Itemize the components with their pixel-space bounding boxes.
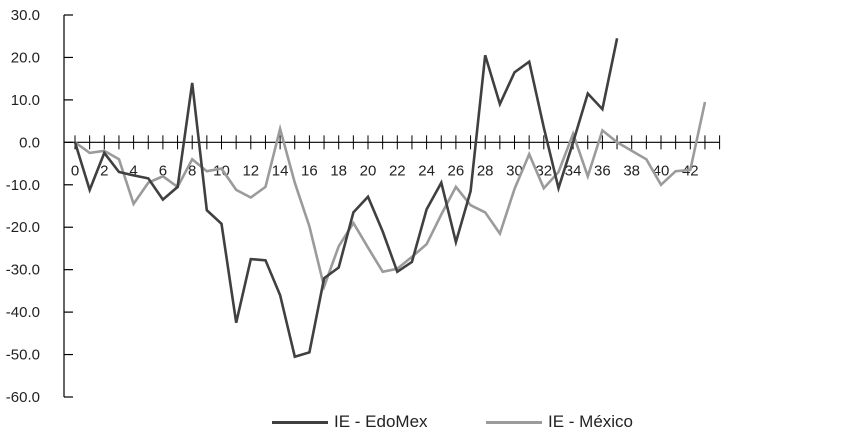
line-chart: 30.0 20.0 10.0 0.0 -10.0 -20.0 -30.0 -40.0 -50.0… bbox=[6, 7, 721, 405]
x-tick-label: 26 bbox=[448, 162, 465, 179]
x-tick-label: 38 bbox=[623, 162, 640, 179]
y-tick-label: -60.0 bbox=[6, 389, 40, 405]
y-tick-label: -50.0 bbox=[6, 347, 40, 364]
series-line-edomex bbox=[73, 38, 619, 359]
x-tick-label: 30 bbox=[506, 162, 523, 179]
y-tick-label: -30.0 bbox=[6, 262, 40, 279]
y-tick-label: -10.0 bbox=[6, 177, 40, 194]
legend-swatch-edomex bbox=[272, 420, 328, 424]
x-tick-label: 0 bbox=[71, 162, 79, 179]
y-tick-label: 30.0 bbox=[11, 7, 40, 24]
x-tick-label: 16 bbox=[301, 162, 318, 179]
y-tick-label: -40.0 bbox=[6, 304, 40, 321]
legend-item-edomex: IE - EdoMex bbox=[272, 412, 428, 432]
x-tick-label: 8 bbox=[188, 162, 196, 179]
legend-item-mexico: IE - México bbox=[486, 412, 633, 432]
x-tick-label: 24 bbox=[418, 162, 435, 179]
x-tick-label: 28 bbox=[477, 162, 494, 179]
x-tick-label: 36 bbox=[594, 162, 611, 179]
y-axis: 30.0 20.0 10.0 0.0 -10.0 -20.0 -30.0 -40.0 -50.0… bbox=[6, 7, 73, 405]
x-tick-label: 4 bbox=[129, 162, 137, 179]
x-tick-label: 2 bbox=[100, 162, 108, 179]
legend-label-edomex: IE - EdoMex bbox=[334, 412, 428, 431]
legend: IE - EdoMex IE - México bbox=[0, 404, 864, 438]
y-tick-label: 20.0 bbox=[11, 49, 40, 66]
legend-swatch-mexico bbox=[486, 420, 542, 424]
y-tick-label: -20.0 bbox=[6, 219, 40, 236]
x-tick-label: 34 bbox=[565, 162, 582, 179]
x-tick-label: 22 bbox=[389, 162, 406, 179]
legend-label-mexico: IE - México bbox=[548, 412, 634, 431]
x-tick-label: 18 bbox=[330, 162, 347, 179]
series-line-mexico bbox=[74, 101, 707, 292]
y-tick-label: 10.0 bbox=[11, 92, 40, 109]
series-lines bbox=[73, 38, 707, 359]
x-tick-label: 20 bbox=[360, 162, 377, 179]
x-axis: 0 2 4 6 8 10 12 14 16 18 20 22 24 26 28 30 32 34 36 38 40 42 bbox=[64, 135, 721, 179]
x-tick-label: 14 bbox=[272, 162, 289, 179]
x-tick-label: 32 bbox=[535, 162, 552, 179]
x-tick-label: 6 bbox=[159, 162, 167, 179]
x-tick-label: 12 bbox=[242, 162, 259, 179]
y-tick-label: 0.0 bbox=[19, 134, 40, 151]
